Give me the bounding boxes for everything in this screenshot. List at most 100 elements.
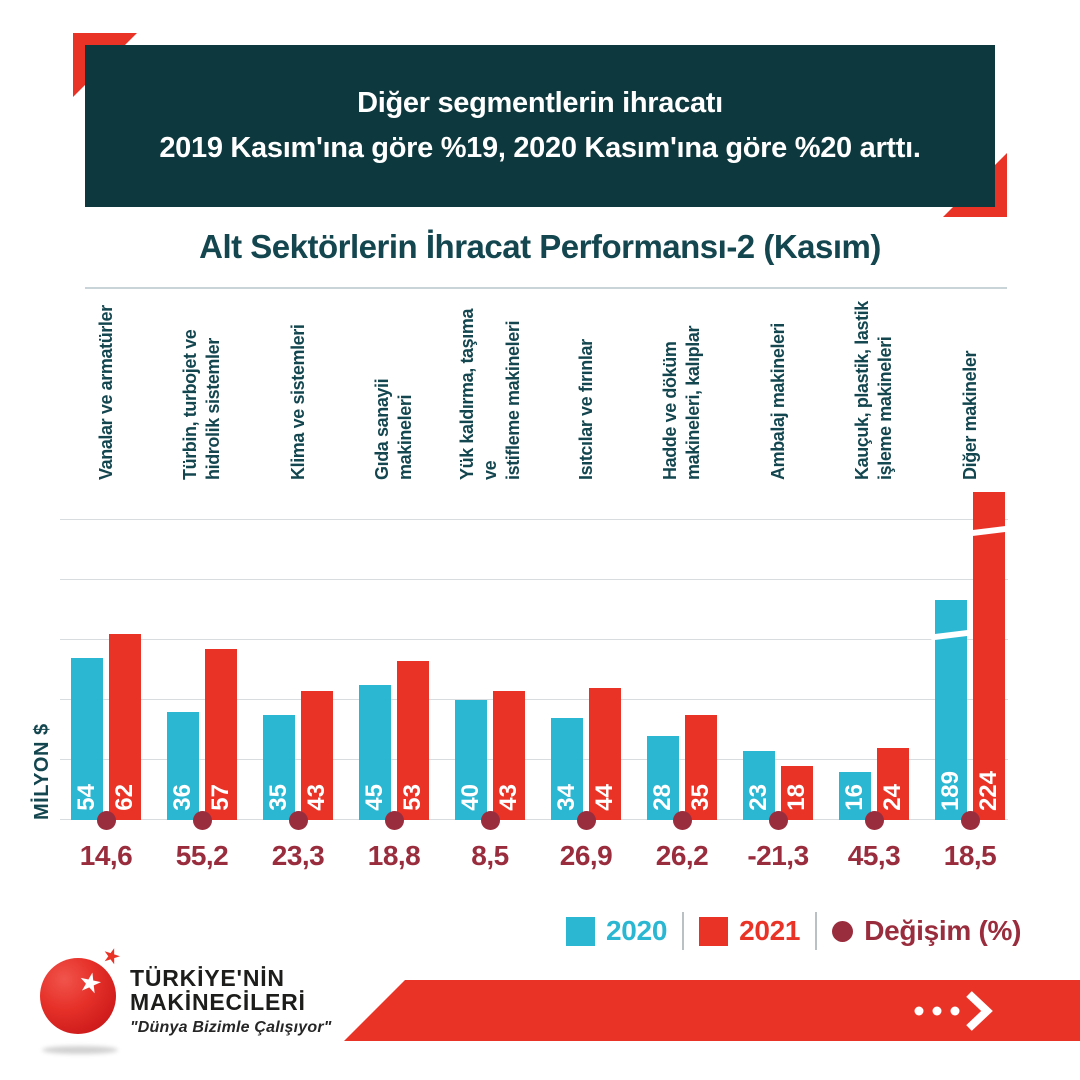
footer-ribbon — [344, 980, 1080, 1041]
bar-value-label: 43 — [495, 784, 522, 811]
title-separator-line — [85, 287, 1007, 289]
bar-2020: 34 — [551, 718, 583, 820]
change-percent-value: 14,6 — [79, 840, 133, 871]
bar-value-label: 24 — [879, 784, 906, 811]
bar-2021: 224 — [968, 492, 1010, 820]
gridline — [60, 638, 1008, 640]
change-dot — [288, 811, 308, 830]
change-dot — [480, 811, 500, 830]
chart-title: Alt Sektörlerin İhracat Performansı-2 (K… — [199, 228, 881, 265]
chart-legend: 2020 2021 Değişim (%) — [566, 910, 1021, 952]
change-percent-value: 23,3 — [271, 840, 325, 871]
bar-value-label: 45 — [361, 784, 388, 811]
category-label-cell: Ambalaj makineleri — [730, 290, 826, 480]
bar-2021: 18 — [781, 766, 813, 820]
bar-value-label: 18 — [783, 784, 810, 811]
category-label-cell: Isıtcılar ve fırınlar — [538, 290, 634, 480]
category-label: Kauçuk, plastik, lastik işleme makineler… — [852, 301, 895, 480]
category-labels-row: Vanalar ve armatürler Türbin, turbojet ve… — [60, 290, 1008, 480]
bar-value-label: 54 — [73, 784, 100, 811]
headline-line-2: 2019 Kasım'ına göre %19, 2020 Kasım'ına … — [159, 131, 921, 164]
bar-value-label: 189 — [937, 770, 964, 811]
bar-value-label: 62 — [111, 784, 138, 811]
bar-2021: 43 — [493, 691, 525, 820]
legend-square-marker — [699, 916, 729, 946]
legend-item-2020: 2020 — [566, 915, 667, 947]
category-label-cell: Hadde ve döküm makineleri, kalıplar — [634, 290, 730, 480]
legend-circle-marker — [832, 920, 854, 942]
legend-divider — [682, 912, 685, 950]
gridline — [60, 818, 1008, 820]
brand-name-line-2: MAKİNECİLERİ — [130, 989, 306, 1015]
bar-2021: 35 — [685, 715, 717, 820]
category-label-cell: Vanalar ve armatürler — [58, 290, 154, 480]
category-label-cell: Gıda sanayii makineleri — [346, 290, 442, 480]
bar-value-label: 23 — [745, 784, 772, 811]
bar-2020: 28 — [647, 736, 679, 820]
brand-text: TÜRKİYE'NİN MAKİNECİLERİ "Dünya Bizimle … — [130, 966, 332, 1037]
change-percent-value: 18,8 — [367, 840, 421, 871]
change-dot — [576, 811, 596, 830]
bar-value-label: 224 — [975, 770, 1002, 811]
bar-2021: 53 — [397, 661, 429, 820]
bar-2020: 54 — [71, 658, 103, 820]
bar-2020: 40 — [455, 700, 487, 820]
logo-sphere-icon — [40, 958, 116, 1034]
bar-2021: 24 — [877, 748, 909, 820]
bar-value-label: 40 — [457, 784, 484, 811]
axis-break-mark — [930, 629, 972, 641]
legend-item-de-i-im-: Değişim (%) — [832, 915, 1021, 947]
gridline — [60, 698, 1008, 700]
bar-2020: 23 — [743, 751, 775, 820]
bar-2021: 62 — [109, 634, 141, 820]
category-label-cell: Diğer makineler — [922, 290, 1018, 480]
bar-value-label: 28 — [649, 784, 676, 811]
more-arrow-icon[interactable] — [912, 989, 998, 1033]
category-label: Hadde ve döküm makineleri, kalıplar — [660, 325, 703, 480]
legend-square-marker — [566, 916, 595, 946]
change-dot — [768, 811, 788, 830]
bar-value-label: 57 — [207, 784, 234, 811]
brand-name-line-1: TÜRKİYE'NİN — [130, 965, 285, 991]
legend-label: Değişim (%) — [864, 915, 1022, 946]
gridline — [60, 758, 1008, 760]
category-label: Vanalar ve armatürler — [95, 305, 116, 480]
change-percent-value: 8,5 — [471, 840, 509, 871]
bar-value-label: 34 — [553, 784, 580, 811]
gridline — [60, 518, 1008, 520]
category-label: Klima ve sistemleri — [287, 324, 308, 481]
bar-2021: 44 — [589, 688, 621, 820]
bar-2021: 43 — [301, 691, 333, 820]
logo-shadow — [42, 1046, 118, 1054]
category-label: Türbin, turbojet ve hidrolik sistemler — [180, 329, 223, 480]
category-label-cell: Kauçuk, plastik, lastik işleme makineler… — [826, 290, 922, 480]
bar-value-label: 35 — [687, 784, 714, 811]
category-label: Yük kaldırma, taşıma ve istifleme makine… — [456, 308, 523, 480]
bar-2020: 45 — [359, 685, 391, 820]
change-percent-value: 18,5 — [943, 840, 997, 871]
bar-2020: 16 — [839, 772, 871, 820]
bar-value-label: 44 — [591, 784, 618, 811]
change-dot — [672, 811, 692, 830]
legend-item-2021: 2021 — [699, 915, 800, 947]
bar-2021: 57 — [205, 649, 237, 820]
category-label-cell: Klima ve sistemleri — [250, 290, 346, 481]
category-label: Ambalaj makineleri — [767, 323, 788, 480]
bar-value-label: 16 — [841, 784, 868, 811]
category-label: Diğer makineler — [959, 350, 980, 480]
y-axis-label: MİLYON $ — [30, 723, 53, 820]
bar-value-label: 36 — [169, 784, 196, 811]
change-dot — [384, 811, 404, 830]
plot-area: 54 62 36 57 35 43 45 53 40 43 34 44 28 35 23 18 16 24 189 2… — [60, 490, 1010, 830]
bar-2020: 36 — [167, 712, 199, 820]
category-label: Gıda sanayii makineleri — [372, 378, 415, 480]
brand-logo: ★ ★ TÜRKİYE'NİN MAKİNECİLERİ "Dünya Bizi… — [40, 943, 340, 1062]
axis-break-mark — [968, 525, 1010, 537]
change-dot — [192, 811, 212, 830]
bar-value-label: 35 — [265, 784, 292, 811]
legend-divider — [815, 912, 818, 950]
brand-tagline: "Dünya Bizimle Çalışıyor" — [130, 1019, 332, 1036]
change-percent-value: 26,2 — [655, 840, 709, 871]
change-percent-value: 26,9 — [559, 840, 613, 871]
